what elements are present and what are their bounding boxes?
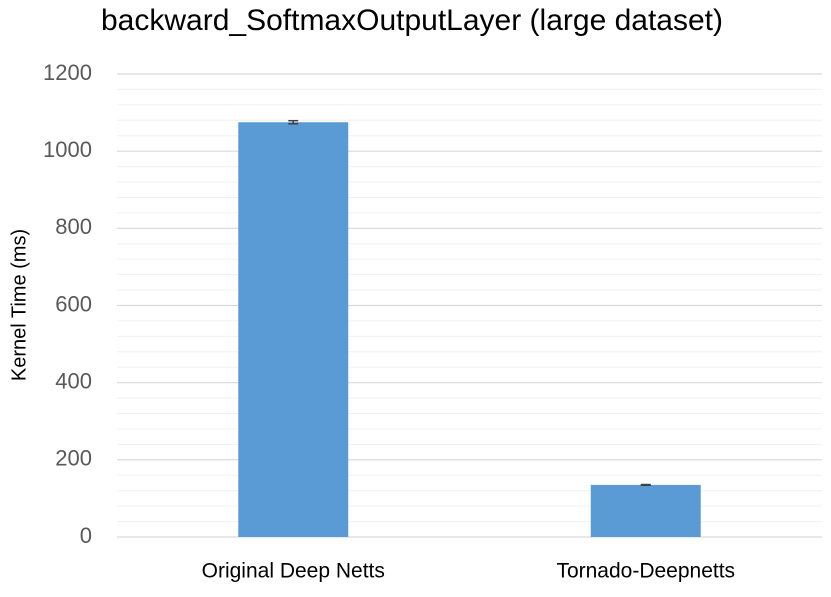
error-bar <box>288 119 299 125</box>
y-tick-label: 1000 <box>43 137 92 162</box>
x-tick-label: Tornado-Deepnetts <box>556 560 735 583</box>
y-axis-label: Kernel Time (ms) <box>8 229 30 381</box>
chart-title: backward_SoftmaxOutputLayer (large datas… <box>101 4 723 37</box>
y-tick-label: 400 <box>55 368 92 393</box>
y-tick-label: 800 <box>55 214 92 239</box>
y-tick-label: 600 <box>55 291 92 316</box>
bar <box>590 484 701 537</box>
y-tick-label: 1200 <box>43 60 92 85</box>
y-tick-label: 0 <box>80 523 92 548</box>
bar <box>238 122 349 538</box>
x-tick-label: Original Deep Netts <box>202 560 385 583</box>
y-tick-label: 200 <box>55 446 92 471</box>
error-bar <box>640 483 651 487</box>
